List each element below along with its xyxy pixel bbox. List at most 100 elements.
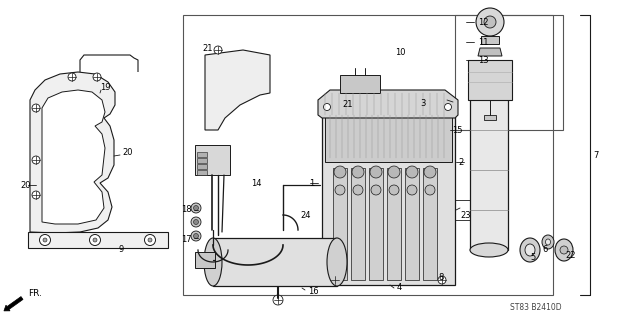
- Polygon shape: [42, 90, 105, 224]
- Polygon shape: [195, 252, 215, 268]
- Bar: [197, 170, 207, 175]
- Circle shape: [32, 191, 40, 199]
- Circle shape: [353, 185, 363, 195]
- Text: 21: 21: [342, 100, 352, 108]
- Text: 16: 16: [308, 287, 318, 297]
- Polygon shape: [481, 36, 499, 44]
- Circle shape: [388, 166, 400, 178]
- FancyArrow shape: [4, 297, 23, 311]
- Circle shape: [191, 203, 201, 213]
- Polygon shape: [333, 168, 347, 280]
- Text: 20: 20: [122, 148, 133, 156]
- Polygon shape: [470, 70, 508, 250]
- Circle shape: [406, 166, 418, 178]
- Circle shape: [371, 185, 381, 195]
- Bar: [183, 15, 553, 295]
- Text: 2: 2: [458, 157, 463, 166]
- Text: 14: 14: [252, 179, 262, 188]
- Circle shape: [191, 217, 201, 227]
- Circle shape: [370, 166, 382, 178]
- Circle shape: [43, 238, 47, 242]
- Polygon shape: [468, 60, 512, 100]
- Circle shape: [214, 46, 222, 54]
- Ellipse shape: [520, 238, 540, 262]
- Circle shape: [32, 104, 40, 112]
- Bar: [197, 158, 207, 163]
- Text: 24: 24: [300, 211, 310, 220]
- Polygon shape: [322, 110, 455, 285]
- Text: 5: 5: [530, 252, 536, 261]
- Ellipse shape: [555, 239, 573, 261]
- Text: 22: 22: [565, 251, 576, 260]
- Text: 8: 8: [438, 274, 444, 283]
- Polygon shape: [195, 145, 230, 175]
- Circle shape: [444, 103, 452, 110]
- Ellipse shape: [470, 62, 508, 78]
- Circle shape: [476, 8, 504, 36]
- Polygon shape: [478, 48, 502, 56]
- Text: 17: 17: [181, 236, 192, 244]
- Text: 7: 7: [593, 150, 598, 159]
- Circle shape: [335, 185, 345, 195]
- Circle shape: [323, 103, 331, 110]
- Circle shape: [484, 16, 496, 28]
- Ellipse shape: [204, 238, 222, 286]
- Circle shape: [438, 276, 446, 284]
- Polygon shape: [325, 112, 452, 162]
- Circle shape: [273, 295, 283, 305]
- Text: FR.: FR.: [28, 290, 42, 299]
- Text: 13: 13: [478, 55, 489, 65]
- Text: 10: 10: [395, 47, 405, 57]
- Circle shape: [89, 235, 101, 245]
- Text: 4: 4: [397, 284, 402, 292]
- Circle shape: [334, 166, 346, 178]
- Circle shape: [424, 166, 436, 178]
- Circle shape: [425, 185, 435, 195]
- Text: 19: 19: [100, 83, 110, 92]
- Circle shape: [144, 235, 155, 245]
- Text: 11: 11: [478, 37, 489, 46]
- Ellipse shape: [542, 235, 554, 249]
- Circle shape: [352, 166, 364, 178]
- Circle shape: [191, 231, 201, 241]
- Circle shape: [68, 73, 76, 81]
- Text: 3: 3: [420, 99, 425, 108]
- Text: 1: 1: [308, 179, 314, 188]
- Polygon shape: [369, 168, 383, 280]
- Text: 20: 20: [20, 180, 30, 189]
- Polygon shape: [30, 72, 115, 233]
- Text: 21: 21: [202, 44, 212, 52]
- Circle shape: [148, 238, 152, 242]
- Circle shape: [389, 185, 399, 195]
- Polygon shape: [387, 168, 401, 280]
- Bar: [197, 152, 207, 157]
- Circle shape: [407, 185, 417, 195]
- Text: ST83 B2410D: ST83 B2410D: [510, 302, 561, 311]
- Text: 6: 6: [542, 245, 548, 254]
- Polygon shape: [484, 115, 496, 120]
- Circle shape: [39, 235, 51, 245]
- Polygon shape: [405, 168, 419, 280]
- Polygon shape: [423, 168, 437, 280]
- Circle shape: [194, 234, 199, 238]
- Circle shape: [331, 276, 339, 284]
- Polygon shape: [351, 168, 365, 280]
- Circle shape: [194, 220, 199, 225]
- Polygon shape: [318, 90, 458, 118]
- Polygon shape: [213, 238, 337, 286]
- Circle shape: [194, 205, 199, 211]
- Text: 12: 12: [478, 18, 489, 27]
- Circle shape: [560, 246, 568, 254]
- Text: 9: 9: [118, 245, 123, 254]
- Ellipse shape: [327, 238, 347, 286]
- Text: 15: 15: [452, 125, 463, 134]
- Bar: [455, 15, 563, 130]
- Circle shape: [93, 238, 97, 242]
- Circle shape: [93, 73, 101, 81]
- Ellipse shape: [525, 244, 535, 256]
- Ellipse shape: [470, 243, 508, 257]
- Ellipse shape: [545, 239, 550, 245]
- Polygon shape: [205, 50, 270, 130]
- Polygon shape: [340, 75, 380, 93]
- Text: 18: 18: [181, 205, 192, 214]
